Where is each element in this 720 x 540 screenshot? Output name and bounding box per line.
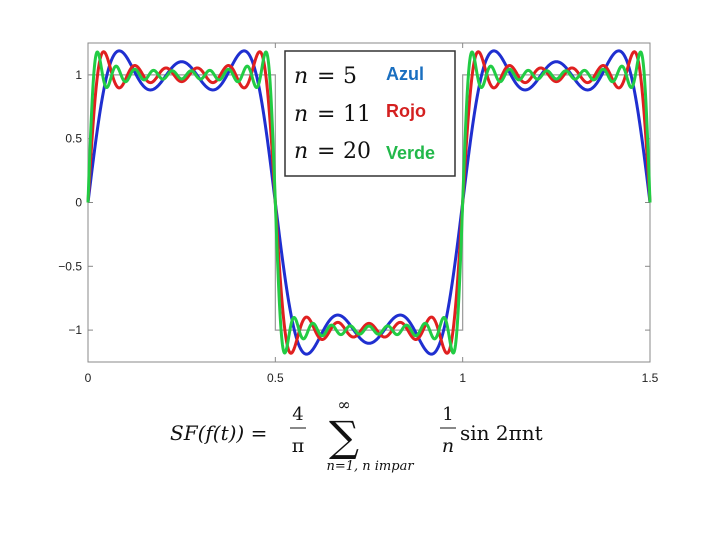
- formula-frac2-num: 1: [442, 404, 453, 425]
- legend-math-1-eq: =: [317, 64, 335, 89]
- legend-entry-3: n = 20 Verde: [294, 139, 435, 164]
- formula-frac1-den: π: [292, 435, 305, 457]
- formula-frac2-den: n: [442, 435, 454, 457]
- axis-tick-labels: 0 0.5 1 1.5 1 0.5 0 −0.5 −1: [58, 68, 658, 385]
- legend-math-1-rhs: 5: [343, 64, 357, 89]
- formula-sum-lower: n=1, n impar: [326, 459, 414, 474]
- series-line-n5: [86, 49, 652, 356]
- y-tick-label: 1: [75, 68, 82, 82]
- formula-sum-upper: ∞: [337, 395, 350, 414]
- legend-entry-1: n = 5 Azul: [294, 64, 424, 89]
- x-tick-label: 0: [85, 371, 92, 385]
- legend-math-3-rhs: 20: [343, 139, 371, 164]
- x-tick-label: 0.5: [267, 371, 284, 385]
- legend-entry-2: n = 11 Rojo: [294, 101, 426, 127]
- legend-label-rojo: Rojo: [386, 101, 426, 121]
- formula-tail: sin 2πnt: [460, 421, 543, 445]
- x-tick-label: 1: [459, 371, 466, 385]
- x-tick-label: 1.5: [642, 371, 659, 385]
- legend-math-1-lhs: n: [294, 64, 308, 89]
- reference-square-wave: [87, 74, 651, 331]
- legend-label-azul: Azul: [386, 64, 424, 84]
- formula-frac1-num: 4: [292, 404, 303, 425]
- y-tick-label: −0.5: [58, 259, 82, 273]
- y-tick-label: 0: [75, 196, 82, 210]
- legend-math-2-eq: =: [317, 102, 335, 127]
- y-tick-label: 0.5: [65, 132, 82, 146]
- legend-label-verde: Verde: [386, 143, 435, 163]
- formula-lhs: SF(f(t)) =: [170, 421, 267, 445]
- legend-box: [284, 50, 456, 177]
- sum-icon: ∑: [329, 412, 359, 461]
- y-tick-label: −1: [68, 323, 82, 337]
- legend-math-3-eq: =: [317, 139, 335, 164]
- legend-math-2-lhs: n: [294, 102, 308, 127]
- legend-math-2-rhs: 11: [343, 102, 371, 127]
- fourier-formula: SF(f(t)) = 4 π ∞ ∑ n=1, n impar 1 n sin …: [170, 395, 543, 474]
- series-line-n20: [86, 50, 652, 355]
- series-line-n11: [86, 50, 652, 355]
- series-layer: [86, 49, 652, 356]
- legend-math-3-lhs: n: [294, 139, 308, 164]
- legend: n = 5 Azul n = 11 Rojo n = 20 Verde: [284, 50, 456, 177]
